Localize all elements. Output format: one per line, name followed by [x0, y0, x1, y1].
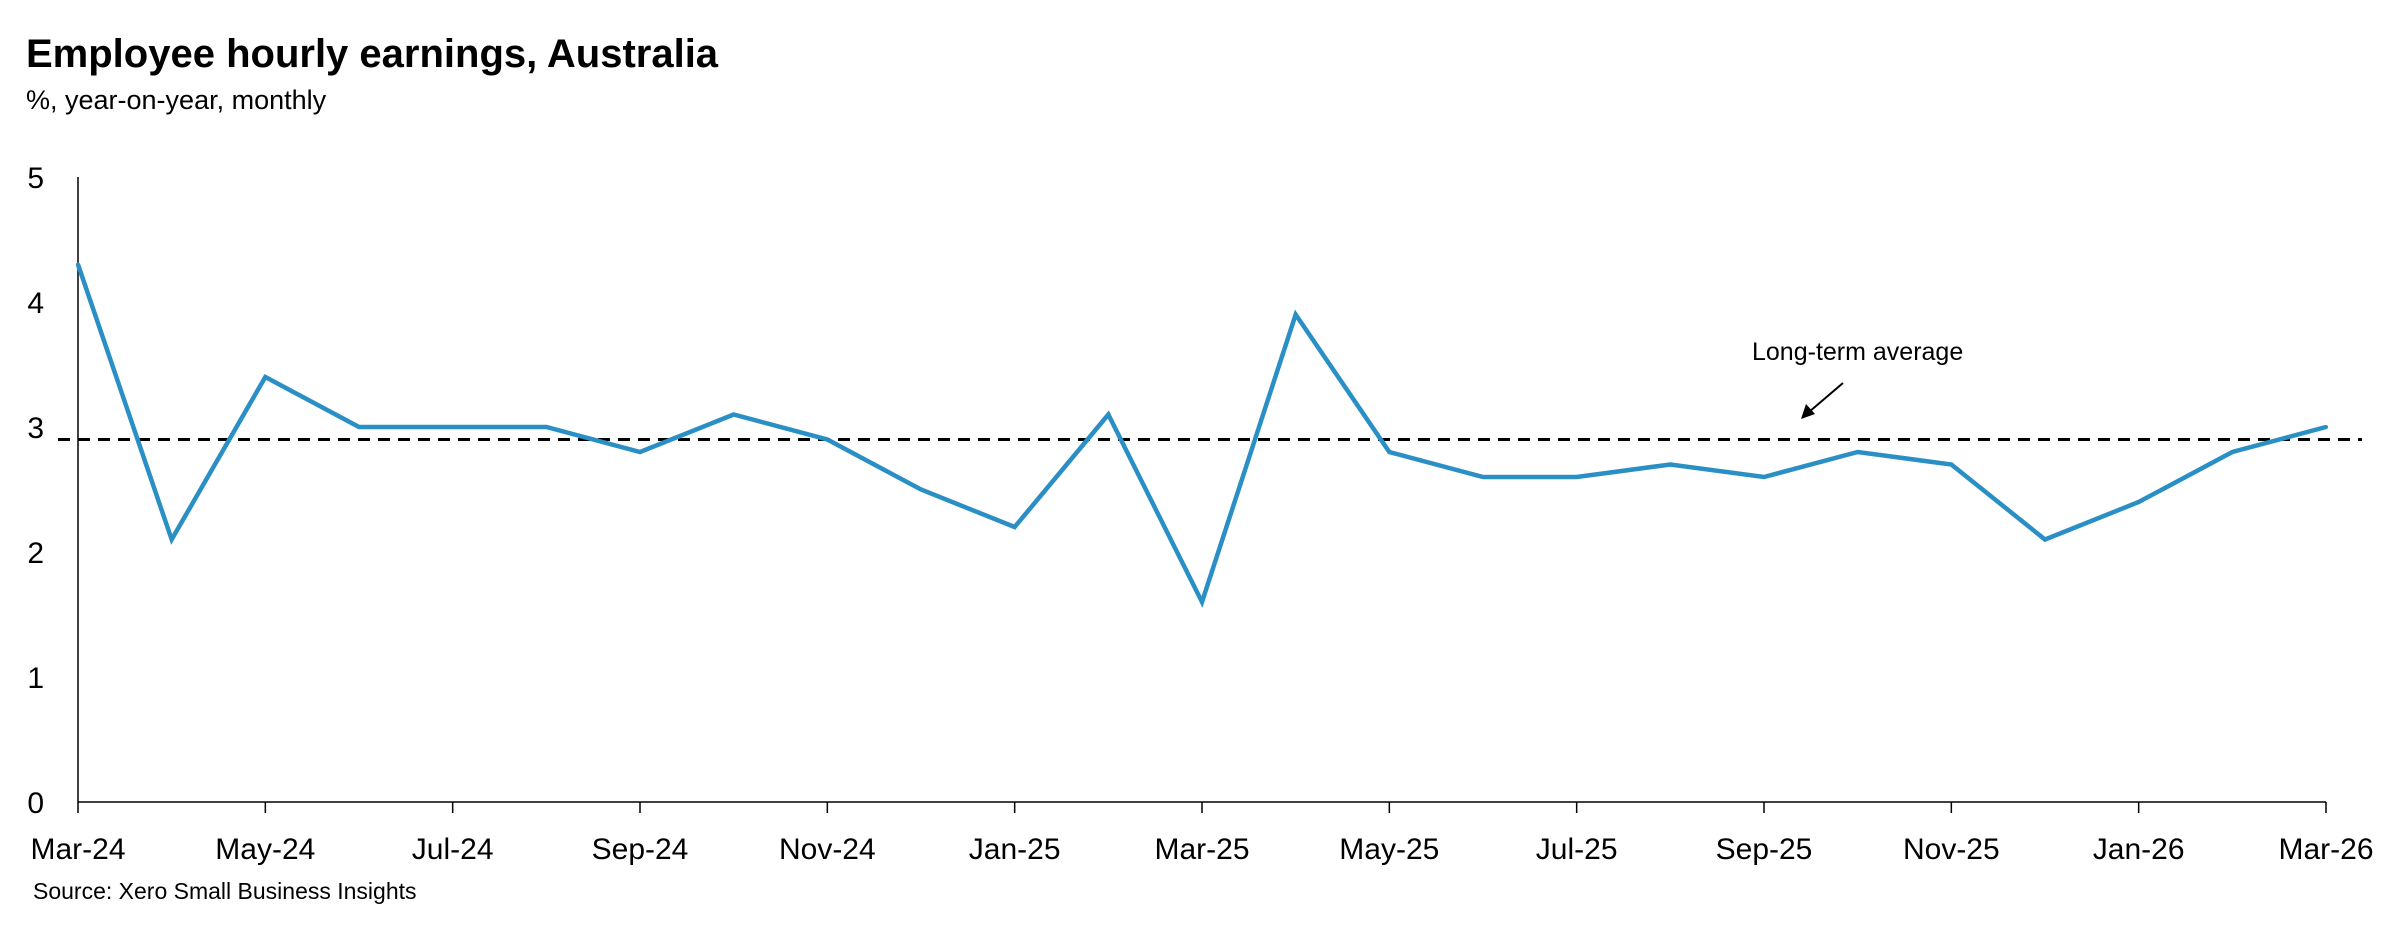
data-point: [169, 537, 174, 542]
data-point: [450, 425, 455, 429]
data-point: [919, 487, 923, 492]
chart-title: Employee hourly earnings, Australia: [26, 32, 719, 76]
chart-source: Source: Xero Small Business Insights: [33, 878, 417, 904]
data-point: [2324, 425, 2328, 429]
series-group: [75, 262, 2328, 608]
x-tick-label: May-24: [215, 833, 315, 866]
data-point: [731, 412, 736, 417]
series-line: [75, 263, 2327, 608]
annotation-arrow-shaft: [1808, 382, 1844, 413]
y-tick-label: 2: [27, 537, 44, 570]
y-tick-label: 3: [27, 412, 44, 445]
y-tick-label: 1: [27, 662, 44, 695]
y-axis: 0 1 2 3 4 5: [27, 162, 79, 820]
data-point: [1293, 312, 1298, 317]
data-point: [1949, 462, 1954, 467]
data-point: [1762, 475, 1766, 479]
data-point: [1012, 525, 1017, 529]
x-tick-label: Jul-25: [1536, 833, 1618, 866]
data-point: [76, 262, 80, 267]
x-tick-label: Jan-25: [969, 833, 1061, 866]
chart-subtitle: %, year-on-year, monthly: [26, 85, 327, 115]
long-term-average-group: Long-term average: [58, 338, 2362, 441]
x-tick-label: Mar-25: [1154, 833, 1249, 866]
data-point: [638, 450, 642, 454]
y-tick-label: 0: [27, 787, 44, 820]
x-tick-label: Jan-26: [2093, 833, 2185, 866]
data-point: [1668, 462, 1673, 467]
x-axis: Mar-24 May-24 Jul-24 Sep-24 Nov-24 Jan-25 Mar-…: [30, 801, 2374, 866]
data-point: [544, 425, 549, 429]
data-point: [263, 375, 268, 379]
x-tick-label: Sep-24: [592, 833, 689, 866]
x-tick-label: Mar-26: [2278, 833, 2373, 866]
x-tick-label: Sep-25: [1716, 833, 1813, 866]
y-tick-label: 4: [27, 287, 44, 320]
y-tick-label: 5: [27, 162, 44, 195]
data-point: [2136, 500, 2141, 504]
data-point: [1481, 475, 1485, 479]
data-point: [2230, 450, 2235, 454]
data-point: [1855, 450, 1860, 454]
x-tick-label: Mar-24: [30, 833, 125, 866]
data-point: [357, 425, 361, 429]
data-point: [825, 437, 830, 442]
data-point: [2043, 537, 2047, 542]
x-tick-label: May-25: [1339, 833, 1439, 866]
x-tick-label: Nov-24: [779, 833, 876, 866]
data-point: [1200, 600, 1204, 604]
annotation-arrow-head: [1801, 404, 1815, 419]
x-tick-label: Nov-25: [1903, 833, 2000, 866]
x-tick-label: Jul-24: [412, 833, 494, 866]
data-point: [1387, 450, 1392, 454]
data-point: [1574, 475, 1579, 479]
data-point: [1106, 412, 1111, 417]
long-term-average-label: Long-term average: [1752, 338, 1963, 366]
